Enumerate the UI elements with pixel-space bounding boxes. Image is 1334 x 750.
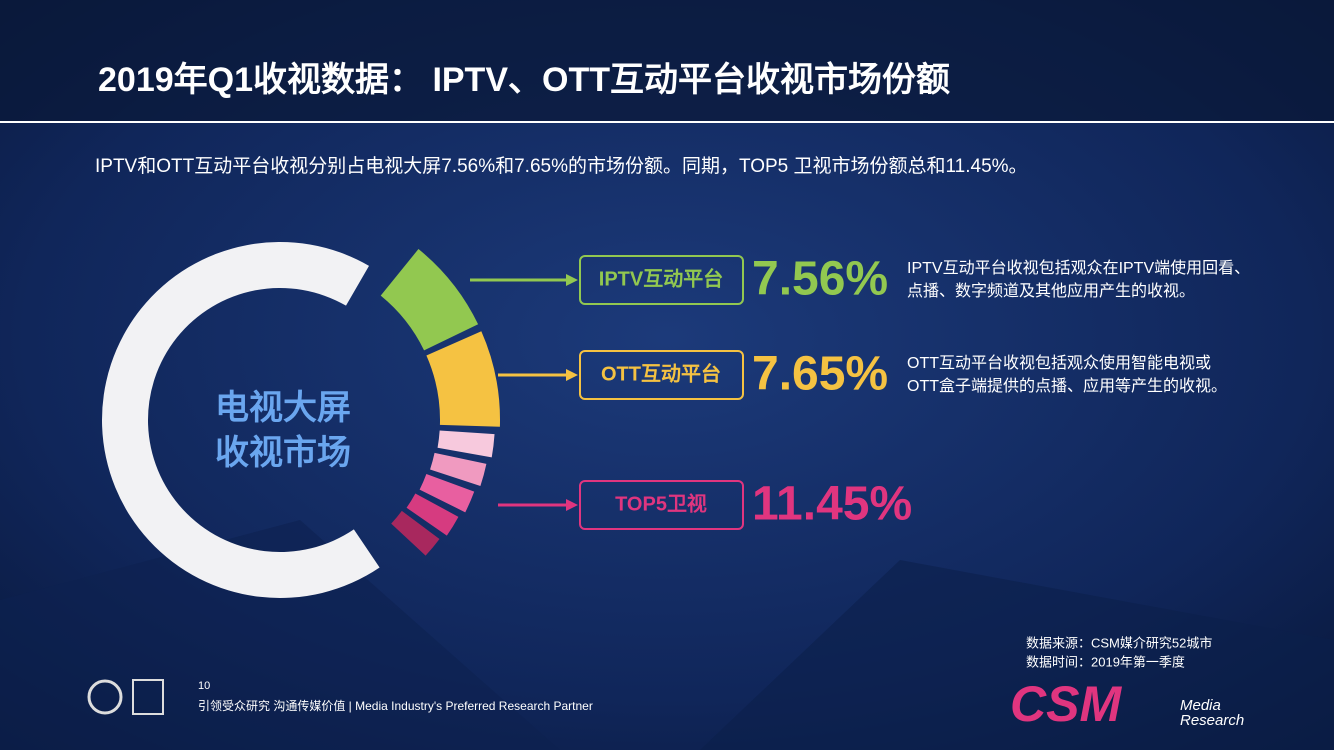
arrow-head [566, 369, 578, 381]
source: 数据时间：2019年第一季度 [1026, 654, 1185, 669]
arrow-head [566, 274, 578, 286]
label-box [579, 255, 744, 305]
center-label: 收视市场 [215, 433, 351, 472]
donut-segment [391, 510, 440, 556]
donut-segment [426, 331, 500, 427]
page-number: 10 [198, 680, 210, 692]
annotation: IPTV互动平台收视包括观众在IPTV端使用回看、 [907, 259, 1250, 277]
donut-segment [406, 493, 459, 536]
source: 数据来源：CSM媒介研究52城市 [1026, 635, 1212, 650]
cert-logo [87, 679, 123, 715]
tagline: 引领受众研究 沟通传媒价值 | Media Industry's Preferr… [198, 698, 593, 713]
logo: CSM [1010, 676, 1122, 732]
donut-segment [419, 473, 475, 513]
subtitle: IPTV和OTT互动平台收视分别占电视大屏7.56%和7.65%的市场份额。同期… [95, 155, 1028, 177]
donut-segment [437, 430, 495, 458]
annotation: 点播、数字频道及其他应用产生的收视。 [907, 281, 1195, 300]
title: 2019年Q1收视数据： IPTV、OTT互动平台收视市场份额 [98, 60, 950, 99]
value-label: 11.45% [752, 478, 912, 531]
title-bar [0, 0, 1334, 122]
label-box [579, 350, 744, 400]
donut-segment [380, 249, 479, 351]
cert-logo [132, 679, 164, 715]
bg-shape [0, 520, 560, 750]
logo-sub: Research [1180, 712, 1244, 729]
donut-rest [102, 241, 380, 598]
arrow-head [566, 499, 578, 511]
category-label: OTT互动平台 [601, 361, 721, 385]
annotation: OTT盒子端提供的点播、应用等产生的收视。 [907, 376, 1227, 395]
value-label: 7.56% [752, 253, 888, 306]
category-label: IPTV互动平台 [599, 266, 723, 290]
bg-shape [700, 560, 1334, 750]
label-box [579, 480, 744, 530]
value-label: 7.65% [752, 348, 888, 401]
center-label: 电视大屏 [215, 389, 351, 427]
logo-sub: Media [1180, 697, 1221, 714]
donut-segment [430, 452, 487, 487]
annotation: OTT互动平台收视包括观众使用智能电视或 [907, 354, 1211, 372]
category-label: TOP5卫视 [615, 492, 707, 515]
